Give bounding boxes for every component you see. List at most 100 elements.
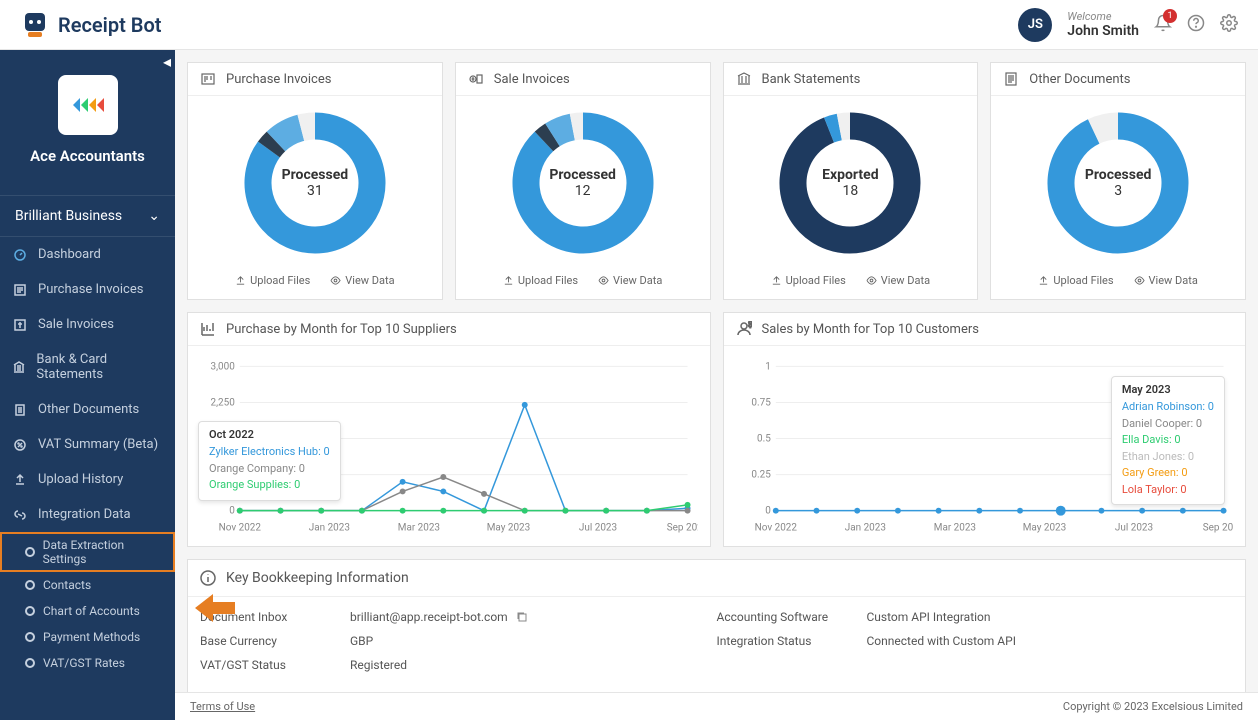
upload-action[interactable]: Upload Files [771, 274, 846, 287]
upload-action[interactable]: Upload Files [503, 274, 578, 287]
view-action[interactable]: View Data [598, 274, 662, 287]
logo-text: Receipt Bot [58, 13, 162, 37]
chart-tooltip: May 2023Adrian Robinson: 0Daniel Cooper:… [1111, 376, 1225, 505]
svg-text:May 2023: May 2023 [487, 523, 531, 534]
card-title: Purchase Invoices [226, 72, 331, 87]
svg-text:Jan 2023: Jan 2023 [844, 523, 885, 534]
sub-item-2[interactable]: Chart of Accounts [0, 598, 175, 624]
logo-icon [20, 10, 50, 40]
nav-item-5[interactable]: VAT Summary (Beta) [0, 427, 175, 462]
card-title: Bank Statements [762, 72, 861, 87]
donut-wrap: Exported18 [724, 96, 978, 266]
copy-icon[interactable] [516, 611, 528, 623]
sidebar-collapse[interactable]: ◂ [159, 50, 175, 73]
purchase-chart-card: Purchase by Month for Top 10 Suppliers 0… [187, 312, 711, 547]
svg-text:0: 0 [229, 506, 235, 517]
nav-icon [12, 508, 28, 522]
footer: Terms of Use Copyright © 2023 Excelsious… [175, 692, 1258, 720]
view-action[interactable]: View Data [866, 274, 930, 287]
welcome-text: Welcome [1067, 10, 1139, 23]
sub-marker [25, 580, 35, 590]
info-title: Key Bookkeeping Information [226, 570, 409, 586]
svg-text:0.5: 0.5 [757, 434, 771, 445]
info-row: Document Inboxbrilliant@app.receipt-bot.… [200, 605, 717, 629]
header-right: JS Welcome John Smith 1 [1018, 8, 1238, 42]
sub-marker [25, 547, 35, 557]
nav-label: Bank & Card Statements [36, 352, 163, 382]
upload-action[interactable]: Upload Files [1038, 274, 1113, 287]
summary-card-3: Other Documents Processed3 Upload Files … [990, 62, 1246, 300]
nav-item-0[interactable]: Dashboard [0, 237, 175, 272]
customer-icon: $ [736, 321, 752, 337]
sales-chart-card: $ Sales by Month for Top 10 Customers 0 0… [723, 312, 1247, 547]
donut-value: 31 [282, 183, 349, 199]
donut-chart: Processed3 [1043, 108, 1193, 258]
summary-cards-row: Purchase Invoices Processed31 Upload Fil… [187, 62, 1246, 300]
sub-item-1[interactable]: Contacts [0, 572, 175, 598]
donut-wrap: Processed3 [991, 96, 1245, 266]
nav-item-3[interactable]: Bank & Card Statements [0, 342, 175, 392]
settings-icon[interactable] [1220, 14, 1238, 36]
main: Purchase Invoices Processed31 Upload Fil… [175, 50, 1258, 692]
info-value: Connected with Custom API [867, 634, 1016, 648]
donut-wrap: Processed12 [456, 96, 710, 266]
nav-item-4[interactable]: Other Documents [0, 392, 175, 427]
sub-label: VAT/GST Rates [43, 656, 125, 670]
view-action[interactable]: View Data [1134, 274, 1198, 287]
sub-marker [25, 658, 35, 668]
svg-text:May 2023: May 2023 [1022, 523, 1066, 534]
nav-label: Purchase Invoices [38, 282, 143, 297]
sub-label: Chart of Accounts [43, 604, 140, 618]
tooltip-line: Ella Davis: 0 [1122, 432, 1214, 449]
nav-item-2[interactable]: Sale Invoices [0, 307, 175, 342]
donut-chart: Processed31 [240, 108, 390, 258]
info-row: VAT/GST StatusRegistered [200, 653, 717, 677]
user-avatar[interactable]: JS [1018, 8, 1052, 42]
donut-label: Exported [822, 167, 878, 183]
business-name: Brilliant Business [15, 208, 122, 224]
info-value: brilliant@app.receipt-bot.com [350, 610, 528, 624]
purchase-chart-body: 07501,5002,2503,000Nov 2022Jan 2023Mar 2… [188, 346, 710, 546]
info-right-col: Accounting SoftwareCustom API Integratio… [717, 605, 1234, 677]
card-header: Purchase Invoices [188, 63, 442, 96]
chart-header: $ Sales by Month for Top 10 Customers [724, 313, 1246, 346]
summary-card-2: Bank Statements Exported18 Upload Files … [723, 62, 979, 300]
help-icon[interactable] [1187, 14, 1205, 36]
svg-text:0: 0 [765, 506, 771, 517]
business-selector[interactable]: Brilliant Business ⌄ [0, 195, 175, 237]
nav-label: Upload History [38, 472, 123, 487]
donut-label: Processed [282, 167, 349, 183]
svg-text:0.25: 0.25 [751, 470, 771, 481]
nav-item-6[interactable]: Upload History [0, 462, 175, 497]
logo[interactable]: Receipt Bot [20, 10, 162, 40]
nav-icon [12, 438, 28, 452]
sidebar: ◂ Ace Accountants Brilliant Business ⌄ D… [0, 50, 175, 720]
nav-icon [12, 248, 28, 262]
svg-text:1: 1 [765, 361, 771, 372]
terms-link[interactable]: Terms of Use [190, 700, 255, 713]
tooltip-line: Daniel Cooper: 0 [1122, 416, 1214, 433]
notifications-icon[interactable]: 1 [1154, 14, 1172, 36]
svg-text:Jan 2023: Jan 2023 [309, 523, 350, 534]
view-action[interactable]: View Data [330, 274, 394, 287]
svg-text:Nov 2022: Nov 2022 [754, 523, 797, 534]
nav-icon [12, 283, 28, 297]
info-label: VAT/GST Status [200, 658, 350, 672]
nav-label: Sale Invoices [38, 317, 114, 332]
upload-action[interactable]: Upload Files [235, 274, 310, 287]
info-row: Integration StatusConnected with Custom … [717, 629, 1234, 653]
sub-item-0[interactable]: Data Extraction Settings [0, 532, 175, 572]
sub-marker [25, 606, 35, 616]
info-label: Base Currency [200, 634, 350, 648]
sub-label: Payment Methods [43, 630, 140, 644]
sub-item-4[interactable]: VAT/GST Rates [0, 650, 175, 676]
sub-item-3[interactable]: Payment Methods [0, 624, 175, 650]
nav-item-7[interactable]: Integration Data [0, 497, 175, 532]
donut-wrap: Processed31 [188, 96, 442, 266]
card-header: Bank Statements [724, 63, 978, 96]
tooltip-line: Zylker Electronics Hub: 0 [209, 444, 330, 461]
org-name: Ace Accountants [10, 147, 165, 165]
svg-text:Mar 2023: Mar 2023 [398, 523, 440, 534]
svg-text:Sep 2023: Sep 2023 [667, 523, 698, 534]
nav-item-1[interactable]: Purchase Invoices [0, 272, 175, 307]
